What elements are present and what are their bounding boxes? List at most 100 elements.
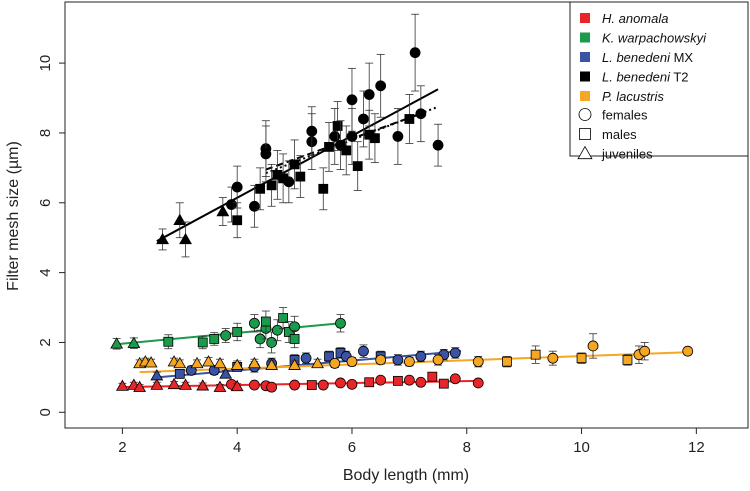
point-l-benedeni-t2 [346,131,358,142]
point-p-lacustris [432,354,444,366]
x-tick-label: 8 [463,439,471,456]
data-points [110,13,694,393]
point-k-warpachowskyi [127,336,141,348]
point-h-anomala [115,379,129,391]
point-p-lacustris [682,345,694,357]
point-l-benedeni-mx [449,347,461,359]
legend-label: K. warpachowskyi [602,31,707,46]
point-p-lacustris [247,356,261,369]
legend-swatch [580,71,590,82]
point-l-benedeni-t2 [432,139,444,151]
legend-label: H. anomala [602,11,668,26]
point-k-warpachowskyi [266,337,278,348]
point-h-anomala [392,375,403,386]
point-h-anomala [266,381,278,393]
point-h-anomala [415,376,427,388]
point-l-benedeni-t2 [306,125,318,137]
point-l-benedeni-t2 [352,161,363,172]
y-tick-label: 0 [37,408,54,416]
point-p-lacustris [502,356,512,367]
x-tick-label: 10 [573,439,590,456]
point-l-benedeni-t2 [318,183,329,194]
point-l-benedeni-t2 [283,176,295,188]
legend-label: L. benedeni T2 [602,70,689,85]
point-p-lacustris [230,358,244,370]
point-l-benedeni-t2 [260,148,272,160]
x-tick-label: 12 [688,439,705,456]
point-k-warpachowskyi [197,337,208,348]
point-l-benedeni-t2 [332,121,343,131]
point-h-anomala [364,377,375,388]
legend-shape-females [578,108,592,121]
point-l-benedeni-mx [150,369,164,381]
x-tick-label: 4 [233,439,241,456]
point-l-benedeni-mx [219,367,233,379]
point-h-anomala [335,377,346,389]
y-axis: 0 2 4 6 8 10 [37,55,65,416]
point-l-benedeni-mx [392,354,404,366]
legend-label: P. lacustris [602,89,664,104]
y-tick-label: 8 [37,129,54,137]
point-l-benedeni-mx [324,351,334,362]
point-p-lacustris [639,345,651,357]
y-tick-label: 10 [37,55,54,72]
legend-shape-males [579,128,591,140]
point-h-anomala [403,374,415,386]
legend-box [569,1,749,157]
point-p-lacustris [213,356,227,369]
legend-swatch [580,32,590,43]
point-p-lacustris [311,356,324,369]
point-k-warpachowskyi [271,324,283,336]
point-k-warpachowskyi [163,336,174,347]
point-h-anomala [196,379,210,391]
point-p-lacustris [202,355,215,367]
y-tick-label: 4 [37,268,54,276]
legend-label: L. benedeni MX [602,50,693,65]
point-h-anomala [133,380,147,392]
point-k-warpachowskyi [232,327,243,337]
point-l-benedeni-t2 [173,213,187,225]
point-l-benedeni-t2 [329,131,341,142]
point-h-anomala [179,378,192,390]
point-h-anomala [249,379,260,391]
point-l-benedeni-t2 [295,171,306,182]
point-k-warpachowskyi [335,317,346,329]
point-p-lacustris [576,353,587,364]
legend-swatch [580,13,590,23]
point-l-benedeni-mx [358,345,369,357]
point-l-benedeni-t2 [179,232,192,245]
point-p-lacustris [190,356,204,369]
point-p-lacustris [547,352,559,364]
point-l-benedeni-t2 [266,180,277,191]
legend-swatch [580,52,590,62]
point-p-lacustris [265,358,279,370]
point-h-anomala [306,380,317,390]
point-l-benedeni-t2 [249,200,260,212]
point-l-benedeni-mx [300,352,312,364]
legend-swatch [580,91,590,101]
point-p-lacustris [173,356,187,369]
x-axis-title: Body length (mm) [343,467,469,484]
point-l-benedeni-t2 [415,108,427,120]
point-h-anomala [375,374,387,386]
plot-frame [64,1,749,429]
point-p-lacustris [530,349,541,360]
point-l-benedeni-t2 [255,183,266,194]
point-h-anomala [449,373,461,385]
point-l-benedeni-t2 [370,133,380,144]
point-l-benedeni-t2 [156,232,170,245]
point-l-benedeni-t2 [226,199,237,210]
point-l-benedeni-mx [174,368,185,379]
point-l-benedeni-t2 [346,94,358,106]
point-k-warpachowskyi [209,334,220,344]
point-h-anomala [346,378,358,390]
point-p-lacustris [403,356,415,368]
point-h-anomala [289,379,300,391]
point-l-benedeni-t2 [363,89,375,100]
point-l-benedeni-mx [415,351,427,362]
point-p-lacustris [622,355,633,365]
y-tick-label: 6 [37,199,54,207]
point-h-anomala [427,371,438,382]
point-l-benedeni-t2 [289,159,300,170]
